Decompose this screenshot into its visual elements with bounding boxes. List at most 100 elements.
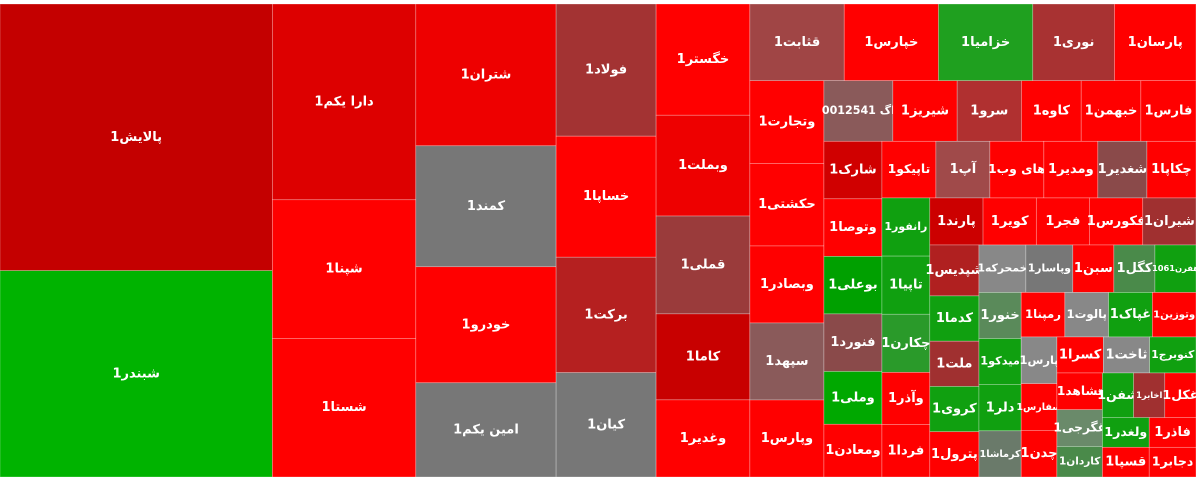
tile — [1108, 292, 1153, 338]
tile-label: شپنا1 — [325, 262, 362, 277]
tile-label: کدما1 — [936, 311, 973, 326]
tile-label: شبندر1 — [112, 366, 159, 381]
tile-label: هفرن1061 — [1152, 263, 1199, 274]
tile — [881, 372, 931, 425]
tile — [823, 80, 894, 142]
tile-label: پالوت1 — [1067, 307, 1107, 322]
tile — [1151, 292, 1197, 338]
tile — [655, 399, 751, 478]
tile-label: دارا یکم1 — [314, 94, 374, 109]
tile-label: نوری1 — [1053, 35, 1094, 50]
tile — [1056, 446, 1103, 478]
tile — [655, 313, 751, 401]
tile-label: وبصادر1 — [760, 277, 814, 292]
tile-label: خزامیا1 — [961, 35, 1010, 50]
tile-label: خنور1 — [980, 308, 1019, 323]
tile-label: تاپیکو1 — [888, 161, 931, 176]
tile-label: ثاخت1 — [1105, 347, 1147, 362]
tile-label: کروی1 — [932, 402, 977, 417]
tile — [989, 140, 1045, 199]
tile — [1064, 292, 1109, 338]
tile-label: رمپنا1 — [1025, 307, 1061, 322]
tile-label: حکشتی1 — [758, 197, 816, 212]
tile — [1020, 430, 1058, 478]
tile — [1032, 3, 1115, 82]
tile — [0, 3, 273, 271]
tile — [1142, 197, 1197, 246]
tile — [1102, 372, 1134, 418]
tile — [655, 114, 751, 217]
tile-label: سپهد1 — [765, 354, 808, 369]
tile — [1097, 140, 1148, 199]
tile-label: فاذر1 — [1154, 425, 1191, 440]
tile-label: خمحرکه1 — [977, 262, 1027, 275]
tile — [555, 372, 657, 478]
tile-label: شستا1 — [321, 400, 366, 415]
tile-label: آپ1 — [950, 160, 977, 177]
tile-label: وپارس1 — [761, 431, 813, 446]
tile — [938, 3, 1034, 82]
tile-label: پارند1 — [937, 214, 976, 229]
tile — [843, 3, 939, 82]
tile-label: شفن1 — [1097, 387, 1139, 402]
tile — [929, 244, 980, 297]
tile-label: چکاپا1 — [1151, 162, 1192, 177]
tile-label: شارک1 — [829, 163, 877, 178]
tile-label: غپاک1 — [1110, 307, 1151, 322]
tile — [655, 215, 751, 315]
tile — [749, 3, 845, 82]
tile-label: خساپا1 — [583, 189, 629, 204]
tile — [881, 255, 931, 315]
tile-label: فارس1 — [1145, 103, 1193, 118]
tile-label: کسرا1 — [1059, 347, 1102, 362]
tile-label: شپدیس1 — [925, 263, 983, 278]
tile — [823, 423, 883, 478]
tile-label: کاما1 — [686, 349, 721, 364]
tile — [1020, 383, 1058, 431]
tile — [1072, 244, 1115, 293]
tile-label: فکورس1 — [1087, 214, 1146, 229]
tile — [272, 3, 417, 201]
tile-label: وآذر1 — [888, 389, 924, 406]
tile — [1140, 80, 1197, 142]
tile-label: ملت1 — [936, 356, 972, 371]
tile-label: دجابر1 — [1152, 454, 1194, 469]
tile — [555, 3, 657, 137]
tile — [1154, 244, 1197, 293]
tile — [881, 313, 931, 373]
tile-label: پترول1 — [931, 447, 978, 462]
tile-label: وبملت1 — [678, 158, 728, 173]
tile — [749, 322, 825, 401]
tile-label: کیان1 — [587, 417, 625, 432]
tile — [881, 140, 937, 199]
tile-label: فولاد1 — [585, 63, 627, 78]
tile-label: شیریز1 — [901, 103, 949, 118]
tile — [823, 140, 883, 200]
tile — [1102, 336, 1150, 374]
tile-label: چدن1 — [1021, 446, 1058, 461]
tile-label: اگ 0012541 — [822, 103, 895, 117]
tile-label: کرماشا1 — [979, 449, 1021, 460]
tile-label: چکارن1 — [881, 336, 930, 351]
tile-label: قسپا1 — [1105, 455, 1146, 470]
tile-label: سرو1 — [970, 103, 1008, 118]
tile — [929, 340, 980, 387]
tile-label: امین یکم1 — [453, 422, 519, 437]
tile-label: ومعادن1 — [825, 443, 880, 458]
tile-label: پارسان1 — [1128, 35, 1183, 50]
tile — [272, 338, 417, 478]
tile — [749, 245, 825, 324]
tile — [982, 197, 1037, 246]
tile — [823, 198, 883, 257]
tile — [978, 384, 1022, 432]
tile — [1146, 140, 1197, 199]
tile-label: دلر1 — [986, 400, 1015, 415]
tile-label: خگستر1 — [677, 51, 730, 67]
tile-label: غگرجی1 — [1053, 420, 1106, 435]
tile-label: فردا1 — [887, 443, 924, 458]
tile — [1164, 372, 1197, 418]
tile-label: تاپیا1 — [889, 278, 923, 293]
tile-label: وپاسار1 — [1028, 262, 1071, 275]
